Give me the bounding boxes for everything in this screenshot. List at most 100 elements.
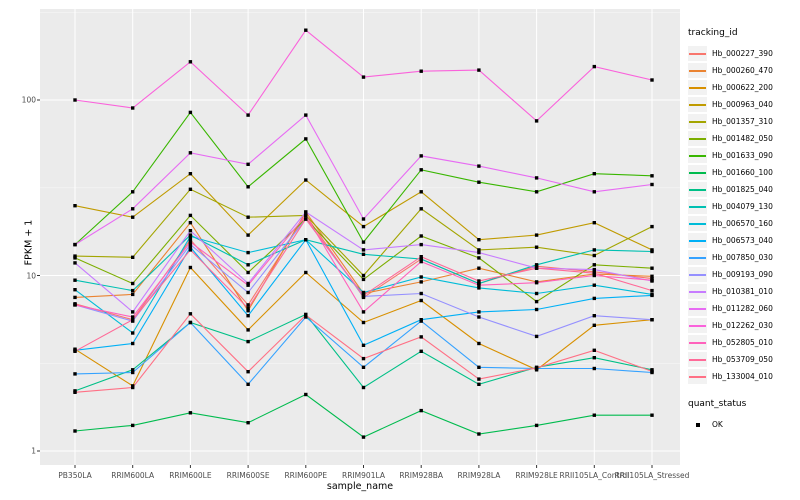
x-tick-label-RRIM600LA: RRIM600LA bbox=[111, 471, 155, 480]
data-point bbox=[650, 278, 654, 282]
data-point bbox=[73, 372, 77, 376]
data-point bbox=[477, 248, 481, 252]
data-point bbox=[477, 377, 481, 381]
data-point bbox=[361, 320, 366, 325]
legend-quant-status-block: quant_status OK bbox=[688, 399, 798, 433]
data-point bbox=[73, 278, 77, 282]
data-point bbox=[419, 335, 423, 339]
legend-item-label: Hb_001482_050 bbox=[712, 134, 773, 143]
data-point bbox=[131, 315, 135, 319]
data-point bbox=[304, 313, 308, 317]
data-point bbox=[534, 245, 539, 249]
data-point bbox=[419, 190, 423, 194]
legend-item-label: Hb_001357_310 bbox=[712, 117, 773, 126]
legend-item-Hb_009193_090: Hb_009193_090 bbox=[688, 266, 798, 283]
data-point bbox=[304, 315, 308, 319]
data-point bbox=[188, 221, 193, 225]
legend-quant-keys: OK bbox=[688, 416, 798, 433]
legend-title-tracking-id: tracking_id bbox=[688, 28, 738, 38]
data-point bbox=[304, 113, 308, 117]
y-tick-label: 100 bbox=[21, 95, 36, 105]
legend-item-label: Hb_010381_010 bbox=[712, 287, 773, 296]
data-point bbox=[188, 172, 193, 176]
legend-item-label: Hb_006570_160 bbox=[712, 219, 773, 228]
x-tick-label-RRIM600PE: RRIM600PE bbox=[284, 471, 328, 480]
data-point bbox=[361, 273, 366, 278]
data-point bbox=[131, 281, 135, 286]
legend-keys: Hb_000227_390 Hb_000260_470 Hb_000622_200 H… bbox=[688, 45, 798, 385]
x-axis-title: sample_name bbox=[326, 481, 394, 492]
data-point bbox=[534, 366, 539, 370]
data-point bbox=[361, 385, 366, 390]
data-point bbox=[304, 270, 308, 275]
data-point bbox=[534, 299, 539, 304]
legend-item-label: Hb_000622_200 bbox=[712, 83, 773, 92]
data-point bbox=[419, 275, 423, 279]
data-point bbox=[361, 343, 366, 347]
data-point bbox=[361, 290, 366, 295]
legend-item-Hb_133004_010: Hb_133004_010 bbox=[688, 368, 798, 385]
legend-item-Hb_000227_390: Hb_000227_390 bbox=[688, 45, 798, 62]
data-point bbox=[304, 178, 308, 182]
legend-item-Hb_004079_130: Hb_004079_130 bbox=[688, 198, 798, 215]
data-point bbox=[419, 349, 423, 353]
data-point bbox=[304, 238, 308, 242]
data-point bbox=[188, 60, 193, 64]
data-point bbox=[534, 190, 539, 194]
data-point bbox=[131, 190, 135, 194]
data-point bbox=[131, 106, 135, 110]
legend-item-Hb_007850_030: Hb_007850_030 bbox=[688, 249, 798, 266]
data-point bbox=[592, 296, 596, 301]
data-point bbox=[304, 28, 308, 32]
data-point bbox=[592, 253, 596, 258]
data-point bbox=[477, 250, 481, 255]
data-point bbox=[246, 303, 250, 307]
data-point bbox=[534, 176, 539, 180]
data-point bbox=[477, 432, 481, 436]
data-point bbox=[73, 390, 77, 394]
legend-key-line-icon bbox=[688, 114, 707, 129]
data-point bbox=[592, 283, 596, 287]
legend-item-Hb_006570_160: Hb_006570_160 bbox=[688, 215, 798, 232]
legend-key-line-icon bbox=[688, 250, 707, 265]
data-point bbox=[188, 312, 193, 316]
data-point bbox=[73, 98, 77, 102]
data-point bbox=[304, 213, 308, 218]
data-point bbox=[650, 293, 654, 298]
legend-item-Hb_001357_310: Hb_001357_310 bbox=[688, 113, 798, 130]
x-tick-label-RRIM928LE: RRIM928LE bbox=[515, 471, 558, 480]
data-point bbox=[131, 423, 135, 428]
data-point bbox=[650, 266, 654, 270]
data-point bbox=[592, 248, 596, 252]
data-point bbox=[361, 310, 366, 314]
data-point bbox=[246, 185, 250, 189]
data-point bbox=[650, 182, 654, 187]
data-point bbox=[188, 110, 193, 115]
data-point bbox=[419, 319, 423, 323]
legend-key-line-icon bbox=[688, 369, 707, 384]
data-point bbox=[246, 250, 250, 255]
data-point bbox=[477, 283, 481, 287]
legend-item-label: Hb_052805_010 bbox=[712, 338, 773, 347]
legend-item-Hb_001825_040: Hb_001825_040 bbox=[688, 181, 798, 198]
legend-key-line-icon bbox=[688, 63, 707, 78]
legend-item-label: Hb_007850_030 bbox=[712, 253, 773, 262]
data-point bbox=[477, 279, 481, 283]
data-point bbox=[188, 240, 193, 244]
data-point bbox=[419, 207, 423, 211]
data-point bbox=[304, 392, 308, 397]
legend-key-line-icon bbox=[688, 352, 707, 367]
legend-item-Hb_001633_090: Hb_001633_090 bbox=[688, 147, 798, 164]
legend-key-line-icon bbox=[688, 267, 707, 282]
legend-item-label: Hb_012262_030 bbox=[712, 321, 773, 330]
data-point bbox=[131, 370, 135, 375]
data-point bbox=[592, 190, 596, 194]
legend-item-label: Hb_004079_130 bbox=[712, 202, 773, 211]
data-point bbox=[131, 207, 135, 211]
legend-key-line-icon bbox=[688, 199, 707, 214]
legend-item-label: OK bbox=[712, 420, 723, 429]
legend-item-Hb_006573_040: Hb_006573_040 bbox=[688, 232, 798, 249]
data-point bbox=[477, 341, 481, 346]
data-point bbox=[361, 224, 366, 229]
